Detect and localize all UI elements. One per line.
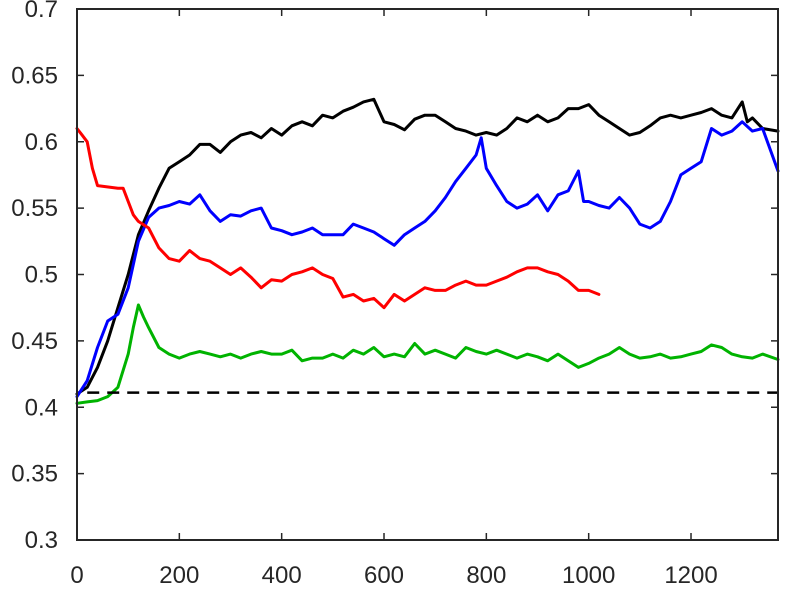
y-tick-label: 0.55 xyxy=(11,195,58,222)
x-tick-label: 1200 xyxy=(664,562,717,585)
y-tick-label: 0.45 xyxy=(11,328,58,355)
axes-box xyxy=(76,8,779,541)
series-line-1 xyxy=(75,97,780,396)
y-tick-label: 0.3 xyxy=(25,527,58,554)
series-layer xyxy=(75,97,780,405)
y-tick-label: 0.65 xyxy=(11,62,58,89)
y-tick-label: 0.7 xyxy=(25,0,58,23)
y-tick-label: 0.6 xyxy=(25,129,58,156)
x-tick-label: 0 xyxy=(70,562,83,585)
series-line-2 xyxy=(75,120,780,399)
x-tick-label: 600 xyxy=(364,562,404,585)
x-tick-label: 400 xyxy=(262,562,302,585)
series-line-3 xyxy=(75,127,601,310)
y-tick-label: 0.35 xyxy=(11,461,58,488)
series-line-4 xyxy=(75,303,780,405)
y-tick-label: 0.5 xyxy=(25,262,58,289)
x-tick-label: 200 xyxy=(159,562,199,585)
x-tick-label: 800 xyxy=(466,562,506,585)
axes-layer xyxy=(76,8,779,541)
x-tick-label: 1000 xyxy=(562,562,615,585)
y-tick-label: 0.4 xyxy=(25,394,58,421)
